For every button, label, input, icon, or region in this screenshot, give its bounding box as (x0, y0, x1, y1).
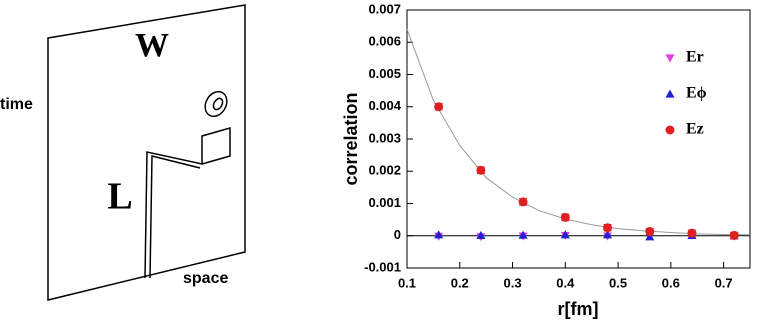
legend-marker (665, 89, 675, 98)
x-tick-label: 0.1 (398, 275, 416, 290)
plane-label: W (135, 27, 169, 64)
y-tick-label: 0.004 (368, 98, 401, 113)
loop-symbol-inner (212, 97, 224, 111)
data-point (560, 230, 570, 239)
loop (144, 127, 231, 279)
x-tick-label: 0.5 (609, 275, 627, 290)
data-point (518, 230, 528, 239)
data-point (434, 230, 444, 239)
y-tick-label: -0.001 (364, 259, 401, 274)
legend-marker (665, 54, 675, 63)
data-point (603, 223, 613, 233)
loop-symbol (204, 90, 228, 118)
data-point (603, 230, 613, 239)
data-point (476, 165, 486, 175)
diagram (47, 4, 246, 301)
x-tick-label: 0.4 (556, 275, 575, 290)
x-tick-label: 0.3 (503, 275, 521, 290)
data-point (645, 227, 655, 237)
plane (47, 4, 246, 301)
y-tick-label: 0.007 (368, 1, 401, 16)
x-axis-label: r[fm] (558, 299, 599, 319)
y-tick-label: 0.005 (368, 66, 401, 81)
x-tick-label: 0.6 (662, 275, 680, 290)
legend-label: Er (686, 49, 704, 66)
data-point (434, 102, 444, 112)
y-axis-label: correlation (341, 92, 361, 185)
legend-label: Ez (686, 121, 704, 138)
y-tick-label: 0.006 (368, 34, 401, 49)
data-point (687, 228, 697, 238)
data-point (560, 212, 570, 222)
loop-label: L (107, 176, 132, 218)
legend-marker (665, 125, 675, 135)
data-point (476, 230, 486, 240)
y-tick-label: 0.002 (368, 163, 401, 178)
x-tick-label: 0.7 (715, 275, 733, 290)
y-tick-label: 0.003 (368, 130, 401, 145)
x-tick-label: 0.2 (451, 275, 469, 290)
data-point (518, 197, 528, 207)
data-point (645, 232, 655, 241)
space-label: space (183, 270, 228, 287)
time-label: time (0, 96, 33, 113)
data-point (729, 230, 739, 240)
y-tick-label: 0 (394, 227, 401, 242)
legend-label: Eϕ (686, 85, 707, 102)
y-tick-label: 0.001 (368, 195, 401, 210)
